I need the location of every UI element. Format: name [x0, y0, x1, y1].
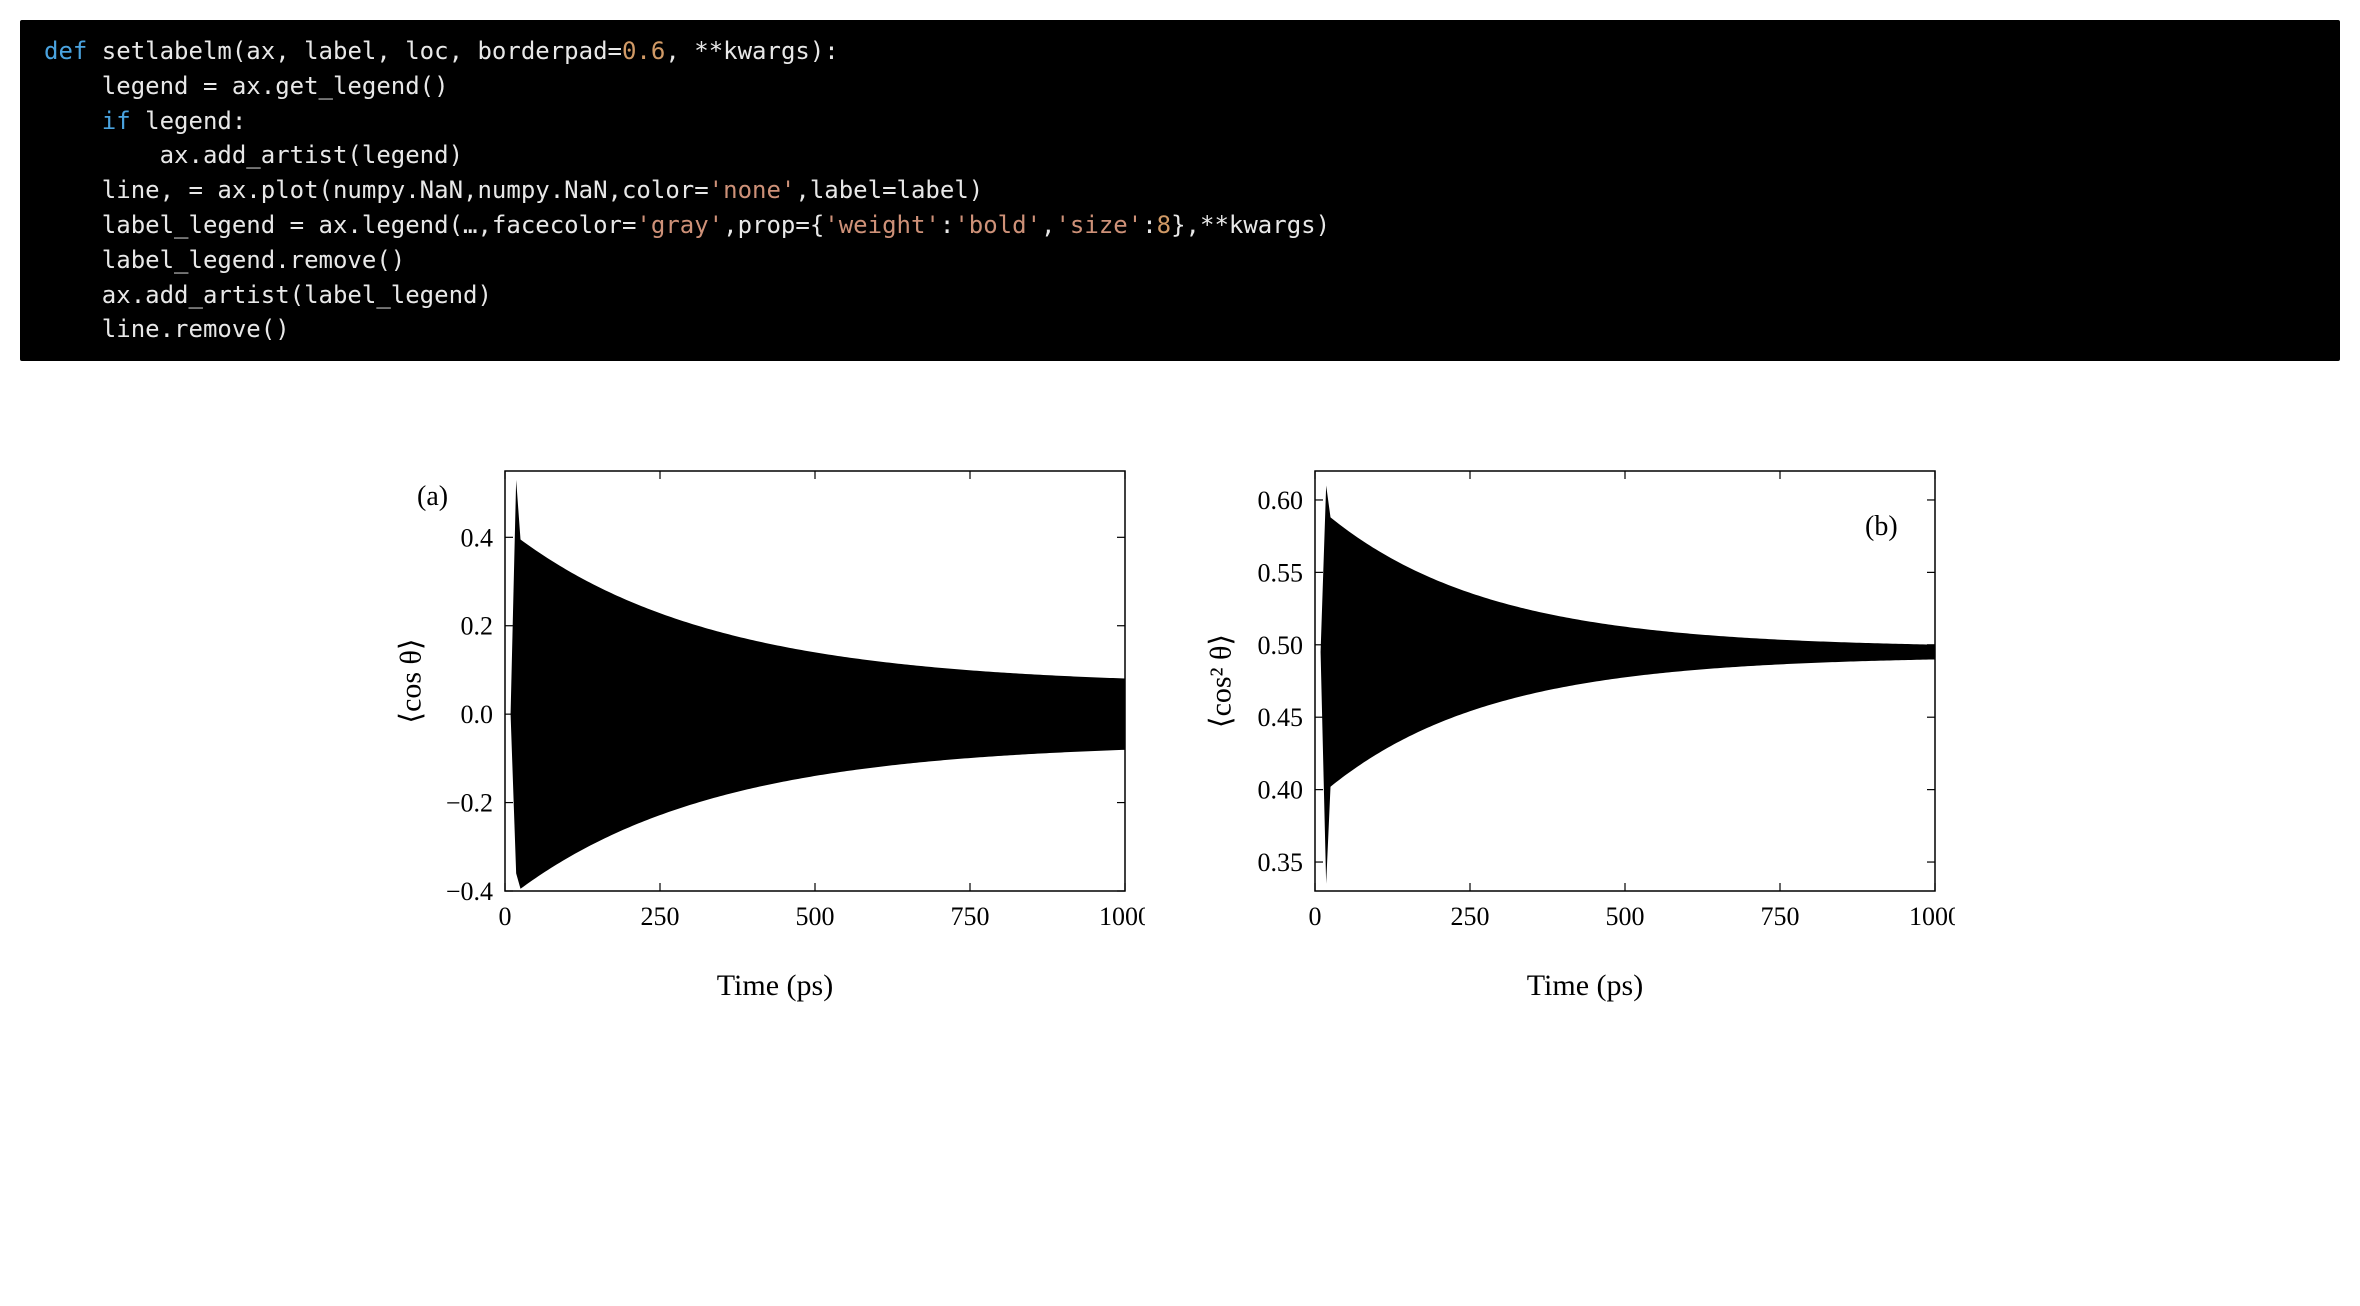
code-token: 'size'	[1055, 211, 1142, 239]
code-token: :	[1142, 211, 1156, 239]
code-token: (ax, label, loc, borderpad=	[232, 37, 622, 65]
y-tick-label: −0.2	[446, 789, 493, 818]
code-token: ax.add_artist(legend)	[44, 141, 463, 169]
code-content: def setlabelm(ax, label, loc, borderpad=…	[44, 37, 1330, 343]
x-tick-label: 750	[1761, 902, 1800, 931]
y-tick-label: 0.4	[461, 523, 494, 552]
code-token: if	[44, 107, 145, 135]
x-tick-label: 250	[1451, 902, 1490, 931]
y-axis-label: ⟨cos² θ⟩	[1204, 634, 1239, 728]
code-token: ,prop={	[723, 211, 824, 239]
code-token: 8	[1157, 211, 1171, 239]
x-axis-label: Time (ps)	[1215, 969, 1955, 1003]
code-token: 'gray'	[636, 211, 723, 239]
code-token: ax.add_artist(label_legend)	[44, 281, 492, 309]
code-token: 'bold'	[954, 211, 1041, 239]
plot-svg: 0 250 500 750 1000 −0.4 −0.2 0.0 0.2 0.4	[405, 451, 1145, 961]
x-tick-label: 1000	[1099, 902, 1145, 931]
data-series	[1315, 486, 1935, 884]
code-token: 0.6	[622, 37, 665, 65]
y-tick-label: 0.0	[461, 700, 494, 729]
panel-tag: (b)	[1865, 511, 1898, 543]
code-token: ,label=label)	[795, 176, 983, 204]
y-axis-label: ⟨cos θ⟩	[394, 639, 429, 724]
x-tick-label: 1000	[1909, 902, 1955, 931]
y-tick-label: 0.45	[1258, 703, 1304, 732]
code-token: , **kwargs):	[665, 37, 838, 65]
data-series	[505, 480, 1125, 889]
code-token: label_legend = ax.legend(…,facecolor=	[44, 211, 636, 239]
x-axis-label: Time (ps)	[405, 969, 1145, 1003]
x-tick-label: 500	[1606, 902, 1645, 931]
code-token: line.remove()	[44, 315, 290, 343]
y-tick-label: 0.60	[1258, 486, 1304, 515]
y-tick-label: 0.40	[1258, 776, 1304, 805]
code-token: def	[44, 37, 102, 65]
y-tick-label: 0.2	[461, 612, 494, 641]
panel-a: 0 250 500 750 1000 −0.4 −0.2 0.0 0.2 0.4 Time (ps)…	[405, 451, 1145, 1003]
plot-svg: 0 250 500 750 1000 0.35 0.40 0.45 0.50 0.55 0.60	[1215, 451, 1955, 961]
code-token: :	[940, 211, 954, 239]
code-token: },**kwargs)	[1171, 211, 1330, 239]
code-token: legend = ax.get_legend()	[44, 72, 449, 100]
x-tick-label: 250	[641, 902, 680, 931]
code-token: legend:	[145, 107, 246, 135]
y-tick-label: 0.55	[1258, 559, 1304, 588]
x-tick-label: 500	[796, 902, 835, 931]
code-token: line, = ax.plot(numpy.NaN,numpy.NaN,colo…	[44, 176, 709, 204]
y-tick-label: 0.50	[1258, 631, 1304, 660]
code-token: 'weight'	[824, 211, 940, 239]
panel-b: 0 250 500 750 1000 0.35 0.40 0.45 0.50 0.55 0.60 Ti…	[1215, 451, 1955, 1003]
panel-tag: (a)	[417, 481, 448, 513]
code-token: label_legend.remove()	[44, 246, 405, 274]
y-tick-label: 0.35	[1258, 848, 1304, 877]
code-token: ,	[1041, 211, 1055, 239]
y-tick-label: −0.4	[446, 877, 493, 906]
x-tick-label: 0	[1309, 902, 1322, 931]
x-tick-label: 0	[499, 902, 512, 931]
figure-row: 0 250 500 750 1000 −0.4 −0.2 0.0 0.2 0.4 Time (ps)…	[20, 451, 2340, 1003]
code-token: 'none'	[709, 176, 796, 204]
code-token: setlabelm	[102, 37, 232, 65]
code-block: def setlabelm(ax, label, loc, borderpad=…	[20, 20, 2340, 361]
x-tick-label: 750	[951, 902, 990, 931]
